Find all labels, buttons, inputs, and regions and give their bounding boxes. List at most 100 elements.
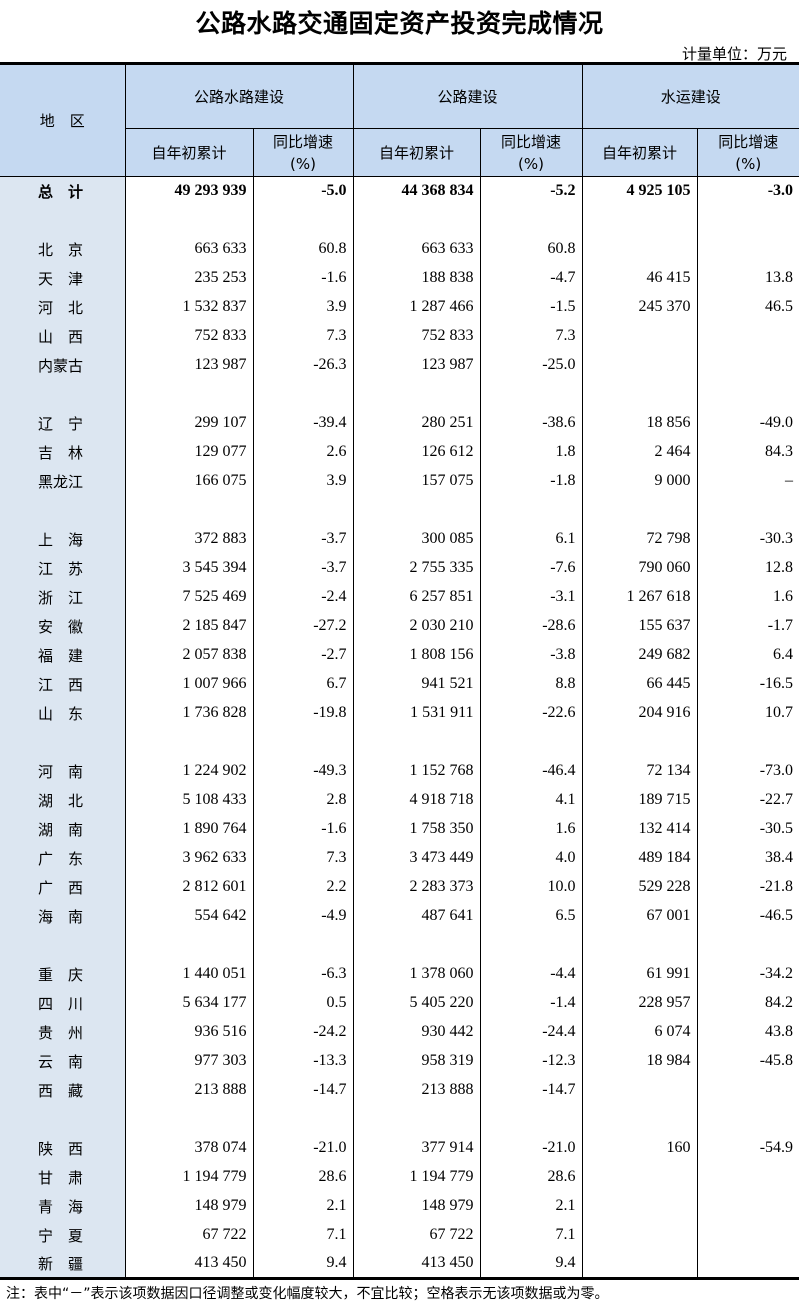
value-cell [696,321,799,351]
value-cell: 2 283 373 [352,872,481,902]
value-cell: -3.7 [252,524,354,554]
value-cell: 5 108 433 [124,785,253,815]
value-cell [581,1075,698,1105]
value-cell: 6.5 [479,901,583,931]
value-cell [124,727,253,757]
value-cell: -2.7 [252,640,354,670]
value-cell: 1 532 837 [124,292,253,322]
value-cell [352,379,481,409]
value-cell [581,1191,698,1221]
value-cell: -24.4 [479,1017,583,1047]
value-cell: 13.8 [696,263,799,293]
value-cell [124,205,253,235]
value-cell [581,234,698,264]
value-cell: 46.5 [696,292,799,322]
region-header: 地 区 [0,63,126,177]
region-cell: 江 西 [0,669,125,699]
value-cell: 4.1 [479,785,583,815]
value-cell [479,930,583,960]
value-cell: -3.7 [252,553,354,583]
growth-header: 同比增速 (%) [252,128,354,177]
value-cell: 4 918 718 [352,785,481,815]
value-cell: -14.7 [479,1075,583,1105]
value-cell [479,495,583,525]
value-cell [252,1104,354,1134]
value-cell: -21.0 [252,1133,354,1163]
value-cell [581,495,698,525]
region-cell: 宁 夏 [0,1220,125,1250]
value-cell: 1.8 [479,437,583,467]
value-cell: 46 415 [581,263,698,293]
value-cell: 249 682 [581,640,698,670]
value-cell: 66 445 [581,669,698,699]
value-cell [352,930,481,960]
value-cell: 790 060 [581,553,698,583]
value-cell: 49 293 939 [124,176,253,206]
table-row: 海 南 554 642 -4.9 487 641 6.5 67 001 -46.5 [0,901,799,931]
region-cell: 天 津 [0,263,125,293]
value-cell: 12.8 [696,553,799,583]
value-cell [696,1104,799,1134]
value-cell [252,495,354,525]
region-cell [0,930,125,960]
value-cell [696,379,799,409]
value-cell: 44 368 834 [352,176,481,206]
value-cell: -45.8 [696,1046,799,1076]
group-header-highway: 公路建设 [352,63,583,129]
value-cell: -1.8 [479,466,583,496]
value-cell [696,234,799,264]
value-cell: 1 007 966 [124,669,253,699]
value-cell: 123 987 [124,350,253,380]
value-cell [581,350,698,380]
value-cell [581,1104,698,1134]
value-cell: 43.8 [696,1017,799,1047]
value-cell: 2 812 601 [124,872,253,902]
region-cell [0,727,125,757]
value-cell: 67 001 [581,901,698,931]
value-cell: 1 287 466 [352,292,481,322]
region-cell: 重 庆 [0,959,125,989]
growth-label: 同比增速 [501,132,562,151]
table-row: 内蒙古 123 987 -26.3 123 987 -25.0 [0,350,799,380]
value-cell: -5.0 [252,176,354,206]
value-cell: -49.3 [252,756,354,786]
value-cell: 2.1 [252,1191,354,1221]
region-cell: 湖 北 [0,785,125,815]
value-cell [479,379,583,409]
value-cell: 941 521 [352,669,481,699]
value-cell: 60.8 [252,234,354,264]
value-cell: 132 414 [581,814,698,844]
value-cell: 7.3 [252,321,354,351]
value-cell [479,1104,583,1134]
value-cell: -22.6 [479,698,583,728]
region-cell: 云 南 [0,1046,125,1076]
value-cell [124,495,253,525]
table-row [0,727,799,757]
table-row: 西 藏 213 888 -14.7 213 888 -14.7 [0,1075,799,1105]
value-cell [696,1162,799,1192]
percent-label: (%) [735,154,762,173]
table-row [0,379,799,409]
value-cell: 489 184 [581,843,698,873]
value-cell [352,1104,481,1134]
value-cell: 60.8 [479,234,583,264]
value-cell [581,321,698,351]
value-cell: 10.7 [696,698,799,728]
value-cell: -3.8 [479,640,583,670]
table-row [0,495,799,525]
value-cell: 5 634 177 [124,988,253,1018]
value-cell: 3 473 449 [352,843,481,873]
value-cell: 3.9 [252,292,354,322]
value-cell [696,495,799,525]
value-cell: 18 856 [581,408,698,438]
value-cell: 3 962 633 [124,843,253,873]
value-cell [124,1104,253,1134]
region-cell: 内蒙古 [0,350,125,380]
